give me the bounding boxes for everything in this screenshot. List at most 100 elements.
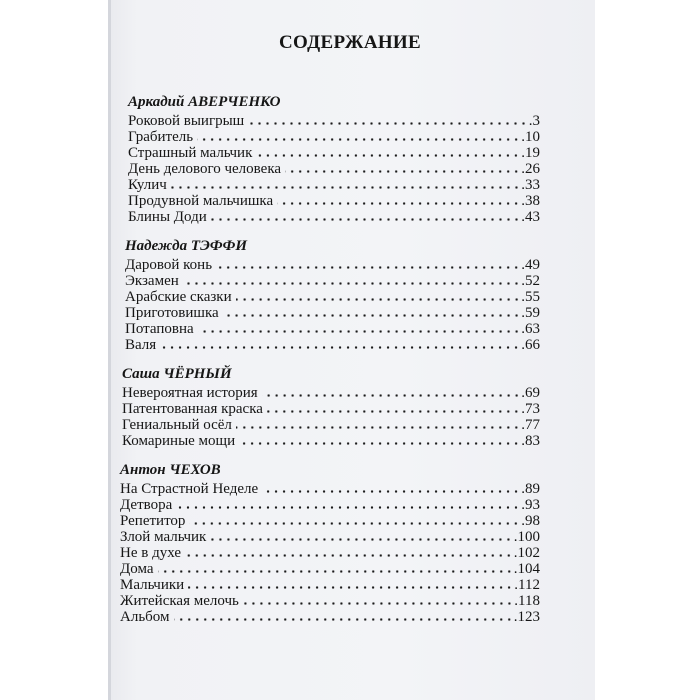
- entry-title: Приготовишка: [125, 305, 219, 321]
- entry-page-number: .123: [513, 609, 540, 625]
- entry-page-number: .63: [521, 321, 540, 337]
- entry-page-number: .43: [521, 209, 540, 225]
- toc-entry: Дома .104: [120, 561, 540, 577]
- entry-page-number: .100: [513, 529, 540, 545]
- entry-title: Валя: [125, 337, 157, 353]
- entry-title: Кулич: [128, 177, 167, 193]
- entry-title: Репетитор: [120, 513, 186, 529]
- entry-page-number: .49: [521, 257, 540, 273]
- toc-entry: Гениальный осёл .77: [122, 417, 540, 433]
- toc-entry: Детвора .93: [120, 497, 540, 513]
- entry-page-number: .19: [521, 145, 540, 161]
- toc-section: Саша ЧЁРНЫЙ Невероятная история .69 Патенто…: [122, 366, 540, 449]
- entry-title: Экзамен: [125, 273, 179, 289]
- entry-page-number: .102: [513, 545, 540, 561]
- dot-leader: [210, 538, 513, 541]
- toc-entry: Приготовишка .59: [125, 305, 540, 321]
- entry-title: Грабитель: [128, 129, 194, 145]
- page-edge: [108, 0, 111, 700]
- entry-title: Гениальный осёл: [122, 417, 232, 433]
- toc-entry: Роковой выигрыш .3: [128, 113, 540, 129]
- dot-leader: [170, 186, 521, 189]
- entry-page-number: .3: [528, 113, 540, 129]
- entry-page-number: .89: [521, 481, 540, 497]
- page-title: СОДЕРЖАНИЕ: [279, 32, 421, 53]
- entry-page-number: .112: [514, 577, 540, 593]
- dot-leader: [189, 522, 521, 525]
- entry-page-number: .118: [514, 593, 540, 609]
- toc-section: Аркадий АВЕРЧЕНКО Роковой выигрыш .3 Грабит…: [128, 94, 540, 225]
- dot-leader: [242, 602, 514, 605]
- entry-title: Страшный мальчик: [128, 145, 253, 161]
- toc-entry: Не в духе .102: [120, 545, 540, 561]
- entry-page-number: .52: [521, 273, 540, 289]
- entry-title: Злой мальчик: [120, 529, 207, 545]
- dot-leader: [248, 122, 528, 125]
- toc-entry: Даровой конь .49: [125, 257, 540, 273]
- toc-entry: Блины Доди .43: [128, 209, 540, 225]
- entry-title: Арабские сказки: [125, 289, 232, 305]
- entry-title: Дома: [120, 561, 154, 577]
- dot-leader: [210, 218, 521, 221]
- toc-entry: Комариные мощи .83: [122, 433, 540, 449]
- toc-entry: Валя .66: [125, 337, 540, 353]
- dot-leader: [235, 426, 521, 429]
- entry-title: Альбом: [120, 609, 170, 625]
- entry-title: Детвора: [120, 497, 173, 513]
- entry-title: Даровой конь: [125, 257, 213, 273]
- dot-leader: [197, 330, 521, 333]
- toc-entry: Репетитор .98: [120, 513, 540, 529]
- entry-page-number: .83: [521, 433, 540, 449]
- entry-page-number: .73: [521, 401, 540, 417]
- dot-leader: [188, 586, 514, 589]
- toc-entry: Грабитель .10: [128, 129, 540, 145]
- dot-leader: [262, 490, 521, 493]
- entry-title: Житейская мелочь: [120, 593, 239, 609]
- entry-title: День делового человека: [128, 161, 282, 177]
- toc-entry: Невероятная история .69: [122, 385, 540, 401]
- author-heading: Саша ЧЁРНЫЙ: [122, 366, 232, 382]
- dot-leader: [239, 442, 521, 445]
- entry-page-number: .55: [521, 289, 540, 305]
- entry-page-number: .66: [521, 337, 540, 353]
- author-heading: Антон ЧЕХОВ: [120, 462, 221, 478]
- dot-leader: [222, 314, 521, 317]
- dot-leader: [261, 394, 521, 397]
- entry-page-number: .59: [521, 305, 540, 321]
- dot-leader: [266, 410, 521, 413]
- entry-title: Патентованная краска: [122, 401, 263, 417]
- toc-entry: Потаповна .63: [125, 321, 540, 337]
- entry-title: Невероятная история: [122, 385, 258, 401]
- toc-section: Надежда ТЭФФИ Даровой конь .49 Экзамен .52 Ар…: [125, 238, 540, 353]
- dot-leader: [182, 282, 521, 285]
- toc-entry: Арабские сказки .55: [125, 289, 540, 305]
- entry-page-number: .10: [521, 129, 540, 145]
- entry-title: На Страстной Неделе: [120, 481, 259, 497]
- author-heading: Аркадий АВЕРЧЕНКО: [128, 94, 281, 110]
- toc-entry: Патентованная краска .73: [122, 401, 540, 417]
- dot-leader: [256, 154, 521, 157]
- toc-entry: Кулич .33: [128, 177, 540, 193]
- book-page: [108, 0, 595, 700]
- dot-leader: [157, 570, 513, 573]
- entry-title: Продувной мальчишка: [128, 193, 274, 209]
- entry-title: Блины Доди: [128, 209, 207, 225]
- entry-page-number: .104: [513, 561, 540, 577]
- entry-title: Не в духе: [120, 545, 181, 561]
- entry-page-number: .26: [521, 161, 540, 177]
- entry-page-number: .33: [521, 177, 540, 193]
- toc-entry: Мальчики .112: [120, 577, 540, 593]
- entry-title: Мальчики: [120, 577, 185, 593]
- dot-leader: [176, 506, 521, 509]
- dot-leader: [160, 346, 521, 349]
- entry-title: Комариные мощи: [122, 433, 236, 449]
- entry-page-number: .38: [521, 193, 540, 209]
- toc-entry: Страшный мальчик .19: [128, 145, 540, 161]
- toc-entry: Экзамен .52: [125, 273, 540, 289]
- toc-entry: На Страстной Неделе .89: [120, 481, 540, 497]
- entry-title: Роковой выигрыш: [128, 113, 245, 129]
- toc-entry: Злой мальчик .100: [120, 529, 540, 545]
- dot-leader: [216, 266, 521, 269]
- entry-page-number: .77: [521, 417, 540, 433]
- dot-leader: [197, 138, 521, 141]
